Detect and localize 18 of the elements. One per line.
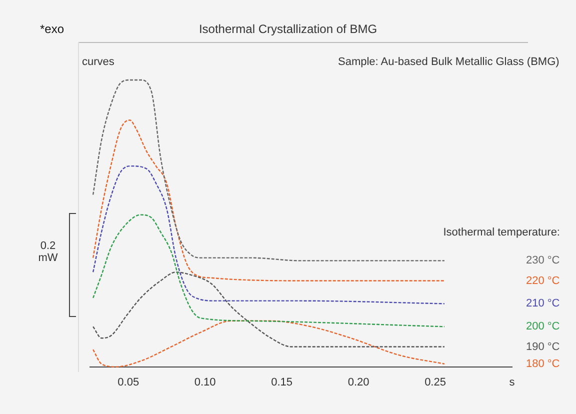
text: 180 °C xyxy=(526,358,560,370)
text: *exo xyxy=(40,22,64,36)
x-tick-label: s xyxy=(509,376,516,388)
x-tick-label: 0.10 xyxy=(194,376,216,388)
text: curves xyxy=(82,56,114,68)
text: 230 °C xyxy=(526,254,560,267)
text: 0.2 mW xyxy=(37,240,59,264)
x-tick-label: 0.25 xyxy=(424,376,446,388)
x-tick-label: 0.15 xyxy=(271,376,293,388)
x-tick-label: 0.20 xyxy=(348,376,370,388)
chart-title: Isothermal Crystallization of BMG xyxy=(198,22,378,36)
text: Sample: Au-based Bulk Metallic Glass (BMG) xyxy=(338,56,560,68)
text: 220 °C xyxy=(526,274,560,287)
text: 190 °C xyxy=(526,340,560,353)
text: 200 °C xyxy=(526,320,560,333)
legend-title: Isothermal temperature: xyxy=(443,226,560,239)
text: 210 °C xyxy=(526,298,560,310)
x-tick-label: 0.05 xyxy=(118,376,140,388)
